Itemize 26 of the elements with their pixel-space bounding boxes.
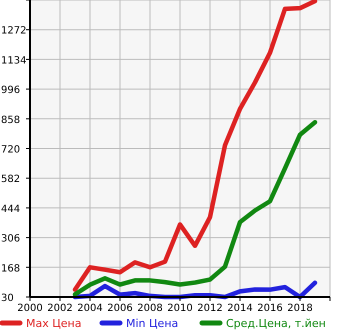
line-series [72, 120, 318, 297]
y-tick-label: 1272 [1, 26, 26, 37]
x-tick-label: 2010 [167, 303, 193, 314]
line-series [72, 0, 318, 292]
y-tick-label: 168 [1, 263, 20, 274]
legend-label: Max Цена [26, 317, 82, 330]
x-tick-label: 2012 [197, 303, 223, 314]
y-tick-label: 582 [1, 174, 20, 186]
x-tick-label: 2014 [227, 303, 253, 314]
y-tick-label: 858 [1, 114, 20, 126]
x-tick-label: 2018 [287, 303, 313, 314]
y-tick-label: 30 [1, 293, 14, 304]
y-tick-label: 996 [1, 85, 20, 96]
y-tick-label: 444 [1, 204, 20, 215]
x-tick-label: 2006 [107, 303, 133, 314]
line-series [72, 280, 318, 300]
legend-label: Min Цена [126, 317, 178, 330]
x-tick-label: 2004 [77, 303, 103, 314]
x-tick-label: 2008 [137, 303, 163, 314]
legend-label: Сред.Цена, т.йен [226, 317, 326, 330]
x-tick-label: 2000 [17, 303, 43, 314]
y-tick-label: 1134 [1, 55, 26, 66]
x-tick-label: 2002 [47, 303, 73, 314]
y-tick-label: 720 [1, 144, 20, 156]
y-tick-label: 306 [1, 234, 20, 245]
x-tick-label: 2016 [257, 303, 283, 314]
